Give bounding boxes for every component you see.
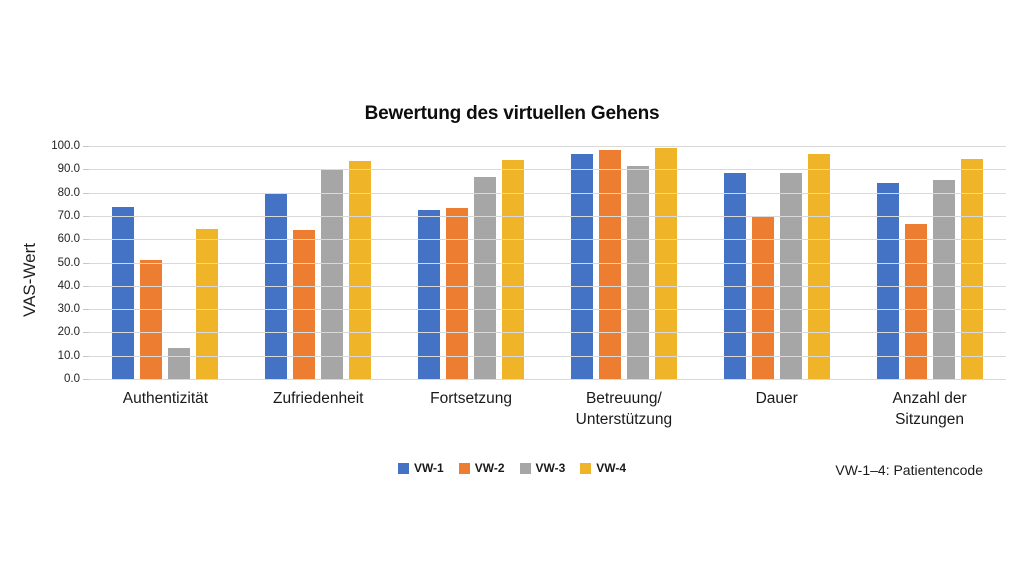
gridline	[89, 379, 1006, 380]
legend-swatch-vw-1	[397, 462, 409, 474]
bar-vw-3	[779, 172, 802, 379]
legend-item: VW-2	[458, 461, 505, 475]
y-tick-label: 70.0	[57, 209, 80, 222]
y-tick	[83, 239, 89, 240]
plot-area	[83, 146, 1006, 380]
category-labels: Authentizität Zufriedenheit Fortsetzung Bet…	[89, 389, 1006, 431]
gridline	[89, 146, 1006, 147]
gridline	[89, 286, 1006, 287]
gridline	[89, 169, 1006, 170]
gridline	[89, 193, 1006, 194]
legend-item: VW-4	[580, 461, 626, 475]
gridline	[89, 332, 1006, 333]
y-tick	[83, 286, 89, 287]
bar-vw-1	[112, 206, 135, 379]
bar-groups	[89, 146, 1006, 379]
y-tick-label: 20.0	[57, 326, 80, 339]
chart-title: Bewertung des virtuellen Gehens	[364, 103, 660, 124]
bar-vw-3	[168, 347, 191, 379]
y-tick-label: 80.0	[57, 186, 80, 199]
y-tick-label: 0.0	[64, 373, 80, 385]
y-axis-title: VAS-Wert	[20, 243, 39, 317]
y-tick-label: 100.0	[51, 140, 80, 152]
bar-vw-2	[293, 229, 316, 379]
y-tick	[83, 169, 89, 170]
category-label: Betreuung/ Unterstützung	[575, 390, 673, 428]
legend-swatch-vw-4	[580, 462, 592, 474]
bar-vw-2	[751, 215, 774, 379]
legend-swatch-vw-2	[458, 462, 470, 474]
bar-vw-1	[876, 183, 899, 379]
bar-vw-3	[474, 177, 497, 379]
category-label: Fortsetzung	[430, 390, 512, 407]
bar-vw-4	[502, 159, 525, 379]
legend: VW-1 VW-2 VW-3 VW-4	[0, 461, 1024, 475]
bar-vw-4	[960, 158, 983, 379]
y-tick	[83, 216, 89, 217]
bar-group	[547, 146, 700, 379]
bar-vw-4	[349, 161, 372, 379]
bar-vw-3	[626, 165, 649, 379]
legend-label: VW-1	[413, 461, 444, 475]
gridline	[89, 309, 1006, 310]
bar-vw-1	[418, 210, 441, 379]
gridline	[89, 356, 1006, 357]
bar-vw-2	[904, 224, 927, 379]
y-tick	[83, 193, 89, 194]
y-tick	[83, 146, 89, 147]
y-tick-label: 90.0	[57, 163, 80, 176]
y-tick-label: 10.0	[57, 349, 80, 362]
legend-label: VW-3	[535, 461, 566, 475]
bar-vw-1	[570, 154, 593, 379]
y-tick	[83, 309, 89, 310]
y-tick	[83, 356, 89, 357]
bar-group	[700, 146, 853, 379]
bar-group	[89, 146, 242, 379]
y-tick	[83, 379, 89, 380]
bar-vw-3	[932, 179, 955, 379]
bar-group	[853, 146, 1006, 379]
legend-item: VW-1	[397, 461, 444, 475]
legend-swatch-vw-3	[519, 462, 531, 474]
legend-label: VW-2	[474, 461, 505, 475]
bar-vw-3	[321, 169, 344, 379]
gridline	[89, 263, 1006, 264]
footnote: VW-1–4: Patientencode	[835, 462, 983, 478]
y-tick	[83, 263, 89, 264]
y-tick	[83, 332, 89, 333]
category-label: Dauer	[755, 390, 798, 407]
gridline	[89, 239, 1006, 240]
category-label: Authentizität	[122, 390, 209, 407]
bar-vw-2	[140, 260, 163, 379]
bar-group	[395, 146, 548, 379]
bar-vw-4	[196, 228, 219, 379]
legend-item: VW-3	[519, 461, 566, 475]
legend-label: VW-4	[596, 461, 627, 475]
bar-vw-1	[723, 172, 746, 379]
gridline	[89, 216, 1006, 217]
category-label: Anzahl der Sitzungen	[892, 390, 967, 428]
bar-vw-2	[446, 207, 469, 379]
category-label: Zufriedenheit	[273, 390, 364, 407]
bar-vw-4	[807, 154, 830, 379]
bar-vw-2	[598, 149, 621, 379]
